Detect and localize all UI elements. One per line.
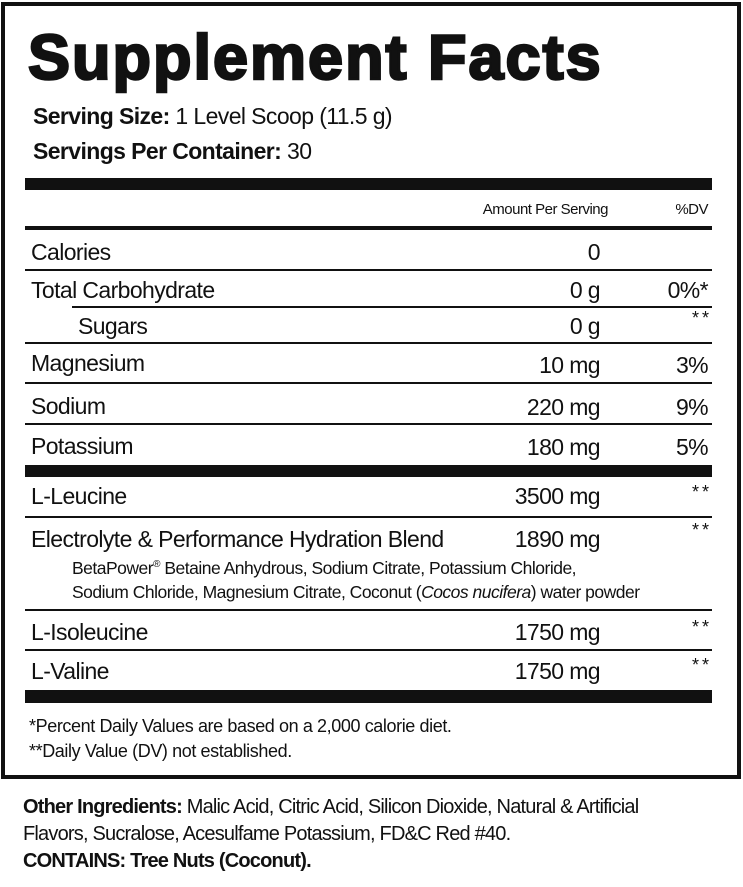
supplement-facts-panel — [1, 2, 741, 779]
header-dv: %DV — [675, 201, 708, 218]
row-name: Electrolyte & Performance Hydration Blen… — [31, 526, 444, 552]
row-amount: 1750 mg — [514, 619, 601, 645]
row-name: Total Carbohydrate — [31, 277, 215, 303]
contains-label: CONTAINS: — [23, 850, 126, 872]
blend-italic: Cocos nucifera — [421, 582, 531, 602]
serving-size-label: Serving Size: — [33, 103, 170, 129]
row-amount: 180 mg — [526, 434, 601, 460]
footnote-not-established: **Daily Value (DV) not established. — [29, 741, 292, 761]
row-amount: 0 g — [569, 277, 601, 303]
blend-text: Betaine Anhydrous, Sodium Citrate, Potas… — [159, 558, 577, 578]
row-dv: 5% — [675, 434, 709, 460]
row-dv: ** — [691, 482, 712, 502]
blend-text: Sodium Chloride, Magnesium Citrate, Coco… — [72, 582, 422, 602]
row-amount: 3500 mg — [514, 483, 601, 509]
row-amount: 0 — [587, 239, 601, 265]
row-amount: 1750 mg — [514, 658, 601, 684]
divider — [25, 649, 712, 651]
footnote-dv: *Percent Daily Values are based on a 2,0… — [29, 716, 452, 736]
row-amount: 1890 mg — [514, 526, 601, 552]
divider-thick — [25, 178, 712, 190]
header-amount: Amount Per Serving — [482, 201, 609, 218]
divider-thick — [25, 465, 712, 477]
divider — [25, 342, 712, 344]
other-ingredients: Other Ingredients: Malic Acid, Citric Ac… — [23, 796, 639, 819]
row-dv: ** — [691, 520, 712, 540]
registered-mark: ® — [153, 559, 160, 571]
row-name: Calories — [31, 239, 111, 265]
divider — [25, 226, 712, 230]
blend-ingredients-line2: Sodium Chloride, Magnesium Citrate, Coco… — [72, 582, 640, 603]
other-ingredients-line2: Flavors, Sucralose, Acesulfame Potassium… — [23, 823, 511, 845]
blend-text: ) water powder — [530, 582, 640, 602]
other-ingredients-label: Other Ingredients: — [23, 796, 183, 818]
row-dv: 9% — [675, 394, 709, 420]
row-name: Potassium — [31, 433, 134, 459]
divider — [25, 423, 712, 425]
row-amount: 0 g — [569, 313, 601, 339]
blend-ingredients-line1: BetaPower® Betaine Anhydrous, Sodium Cit… — [72, 558, 577, 579]
serving-size: Serving Size: 1 Level Scoop (11.5 g) — [33, 103, 393, 130]
row-dv: 0%* — [667, 277, 709, 303]
servings-value: 30 — [281, 138, 312, 164]
panel-title: Supplement Facts — [27, 22, 603, 95]
row-name: Sugars — [78, 313, 148, 339]
divider — [25, 382, 712, 384]
other-ingredients-text: Malic Acid, Citric Acid, Silicon Dioxide… — [181, 796, 639, 818]
servings-per-container: Servings Per Container: 30 — [33, 138, 312, 165]
serving-size-value: 1 Level Scoop (11.5 g) — [169, 103, 392, 129]
row-dv: ** — [691, 617, 712, 637]
row-dv: ** — [691, 655, 712, 675]
allergen-contains: CONTAINS: Tree Nuts (Coconut). — [23, 850, 312, 873]
row-dv: 3% — [675, 352, 709, 378]
row-name: L-Leucine — [31, 483, 127, 509]
divider — [25, 269, 712, 271]
row-name: Magnesium — [31, 350, 145, 376]
divider — [25, 609, 712, 611]
blend-text: BetaPower — [72, 558, 154, 578]
divider-thick — [25, 690, 712, 703]
row-name: L-Valine — [31, 658, 109, 684]
row-name: Sodium — [31, 393, 106, 419]
contains-value: Tree Nuts (Coconut). — [125, 850, 311, 872]
row-amount: 220 mg — [526, 394, 601, 420]
divider — [72, 306, 712, 308]
row-dv: ** — [691, 308, 712, 328]
servings-label: Servings Per Container: — [33, 138, 282, 164]
row-name: L-Isoleucine — [31, 619, 148, 645]
row-amount: 10 mg — [539, 352, 601, 378]
divider — [25, 516, 712, 518]
